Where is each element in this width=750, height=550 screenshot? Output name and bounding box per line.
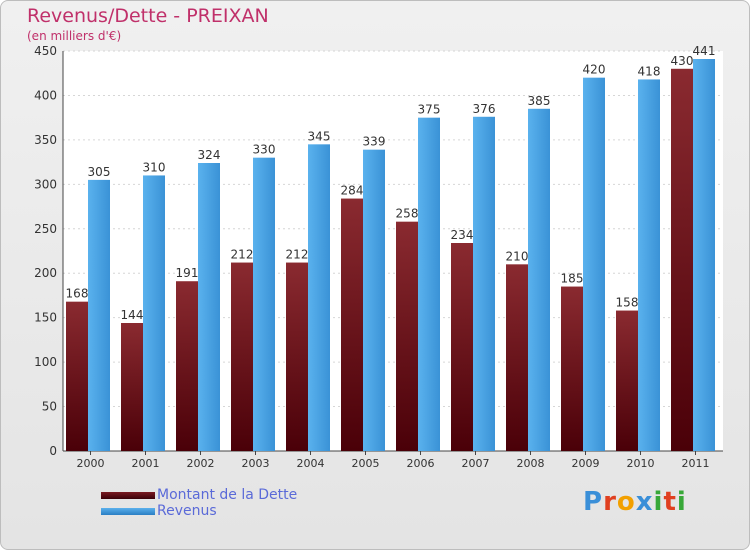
bar-dette (396, 221, 418, 451)
bar-dette (506, 264, 528, 451)
bar-revenus (253, 157, 275, 451)
data-label: 212 (286, 248, 309, 262)
chart-title: Revenus/Dette - PREIXAN (27, 5, 269, 27)
logo-letter: t (663, 487, 677, 517)
bar-revenus (528, 108, 550, 452)
bar-dette (66, 301, 88, 451)
y-tick-label: 200 (34, 266, 57, 280)
bar-revenus (418, 117, 440, 452)
data-label: 430 (671, 54, 694, 68)
data-label: 212 (231, 248, 254, 262)
bar-dette (671, 68, 693, 452)
data-label: 144 (121, 308, 144, 322)
plot-area (63, 51, 723, 451)
y-tick-label: 300 (34, 177, 57, 191)
x-tick-label: 2005 (352, 457, 380, 470)
data-label: 339 (363, 135, 386, 149)
y-tick-label: 50 (42, 400, 57, 414)
data-label: 385 (528, 94, 551, 108)
x-tick-label: 2009 (572, 457, 600, 470)
x-tick-label: 2007 (462, 457, 490, 470)
data-label: 210 (506, 249, 529, 263)
logo-letter: r (603, 487, 617, 517)
bar-dette (616, 310, 638, 451)
x-tick-label: 2011 (682, 457, 710, 470)
legend-item-revenus: Revenus (101, 503, 297, 519)
data-label: 158 (616, 296, 639, 310)
bar-revenus (308, 144, 330, 452)
data-label: 441 (693, 44, 716, 58)
data-label: 345 (308, 129, 331, 143)
data-label: 305 (88, 165, 111, 179)
legend-swatch-dette (101, 491, 155, 499)
legend-swatch-revenus (101, 507, 155, 515)
y-tick-label: 400 (34, 88, 57, 102)
data-label: 324 (198, 148, 221, 162)
data-label: 376 (473, 102, 496, 116)
data-label: 330 (253, 143, 276, 157)
y-tick-label: 450 (34, 44, 57, 58)
logo-letter: i (676, 487, 687, 517)
bar-revenus (88, 179, 110, 451)
x-tick-label: 2010 (627, 457, 655, 470)
bar-dette (286, 262, 308, 451)
legend: Montant de la Dette Revenus (101, 487, 297, 519)
data-label: 375 (418, 103, 441, 117)
bar-revenus (638, 79, 660, 451)
x-tick-label: 2000 (77, 457, 105, 470)
legend-item-dette: Montant de la Dette (101, 487, 297, 503)
bar-dette (176, 281, 198, 451)
data-label: 284 (341, 184, 364, 198)
logo-letter: P (583, 487, 604, 517)
x-tick-label: 2003 (242, 457, 270, 470)
logo-letter: o (616, 487, 636, 517)
bar-revenus (143, 175, 165, 451)
data-label: 168 (66, 287, 89, 301)
data-label: 310 (143, 160, 166, 174)
bar-dette (341, 198, 363, 451)
bar-revenus (473, 116, 495, 452)
legend-label-revenus: Revenus (157, 503, 217, 519)
bar-dette (231, 262, 253, 451)
y-tick-label: 0 (49, 444, 57, 458)
chart-subtitle: (en milliers d'€) (27, 29, 122, 43)
legend-label-dette: Montant de la Dette (157, 487, 298, 503)
logo-letter: i (653, 487, 664, 517)
bar-dette (121, 323, 143, 451)
data-label: 258 (396, 207, 419, 221)
logo-letter: x (635, 487, 654, 517)
y-tick-label: 100 (34, 355, 57, 369)
y-tick-label: 350 (34, 133, 57, 147)
y-tick-label: 250 (34, 222, 57, 236)
x-tick-label: 2002 (187, 457, 215, 470)
data-label: 420 (583, 63, 606, 77)
bar-revenus (583, 77, 605, 452)
bar-revenus (693, 59, 715, 451)
x-tick-label: 2004 (297, 457, 325, 470)
proxiti-logo: Proxiti (583, 487, 687, 517)
data-label: 191 (176, 266, 199, 280)
x-tick-label: 2006 (407, 457, 435, 470)
bar-revenus (363, 149, 385, 451)
bar-revenus (198, 163, 220, 451)
bar-dette (561, 286, 583, 451)
bar-dette (451, 243, 473, 451)
data-label: 418 (638, 64, 661, 78)
x-tick-label: 2001 (132, 457, 160, 470)
data-label: 185 (561, 272, 584, 286)
y-tick-label: 150 (34, 311, 57, 325)
data-label: 234 (451, 228, 474, 242)
x-tick-label: 2008 (517, 457, 545, 470)
